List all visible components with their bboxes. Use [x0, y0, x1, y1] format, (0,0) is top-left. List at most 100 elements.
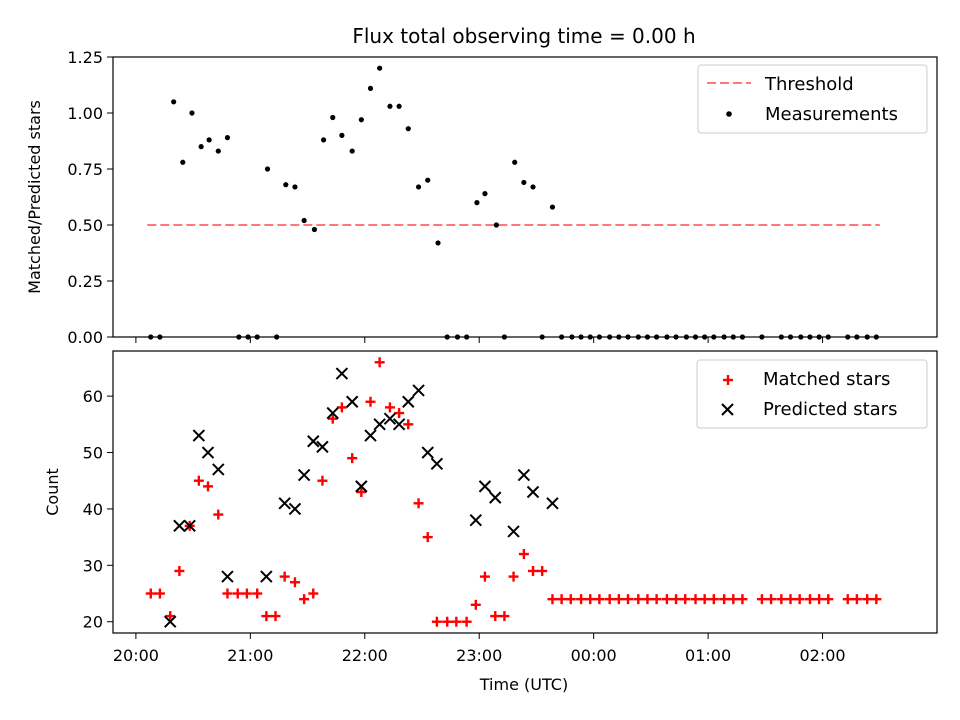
x-axis-label: Time (UTC) [479, 675, 568, 694]
measurement-point [521, 179, 527, 186]
measurement-point [482, 191, 488, 197]
matched-star-point [356, 487, 367, 497]
predicted-star-point [507, 525, 520, 538]
matched-star-point [671, 594, 682, 605]
matched-star-point [776, 594, 787, 605]
panel-count: 20 30 40 50 60 20:00 21:00 22:00 23:00 00:00 01:0… [43, 350, 938, 694]
matched-star-point [299, 594, 310, 605]
ratio-y-tick-label: 0.75 [67, 160, 103, 179]
measurement-point [549, 204, 556, 210]
matched-star-point [499, 611, 510, 622]
ratio-x-ticks [135, 337, 824, 343]
count-axes-frame [112, 350, 938, 634]
measurement-point [493, 222, 499, 228]
measurement-point [377, 65, 383, 71]
matched-star-point [547, 594, 558, 605]
predicted-star-point [192, 429, 206, 442]
matched-star-point [202, 481, 213, 492]
chart-title: Flux total observing time = 0.00 h [352, 24, 695, 48]
matched-star-point [308, 588, 319, 599]
matched-star-point [565, 594, 576, 605]
matched-star-point [690, 594, 701, 605]
measurement-point [189, 110, 195, 116]
matched-star-point [193, 475, 204, 486]
ratio-y-tick-label: 0.50 [67, 216, 103, 235]
count-y-tick-label: 40 [83, 500, 103, 519]
x-tick-label: 21:00 [227, 646, 273, 665]
count-y-tick-label: 30 [83, 556, 103, 575]
matched-star-point [804, 594, 815, 605]
measurement-point [224, 135, 231, 141]
legend-measurements-swatch [726, 111, 732, 117]
ratio-y-tick-label: 0.25 [67, 272, 103, 291]
matched-star-point [327, 413, 338, 424]
count-x-ticks: 20:00 21:00 22:00 23:00 00:00 01:00 02:00 [113, 633, 846, 665]
measurement-point [320, 137, 327, 143]
matched-star-point [642, 594, 653, 605]
legend-matched-swatch [723, 375, 733, 385]
measurement-point [367, 85, 374, 91]
predicted-star-point [430, 457, 444, 471]
matched-star-point [222, 588, 233, 599]
predicted-star-point [392, 418, 406, 431]
ratio-axes-frame [112, 56, 938, 338]
matched-star-point [165, 611, 176, 622]
matched-star-point [336, 402, 347, 413]
matched-star-point [862, 594, 873, 605]
predicted-star-point [526, 485, 540, 499]
matched-star-point [737, 594, 748, 605]
measurement-point [339, 132, 345, 138]
matched-star-point [699, 594, 710, 605]
predicted-star-point [221, 570, 234, 583]
matched-star-point [490, 611, 501, 622]
matched-star-point [252, 588, 263, 599]
predicted-star-point [412, 384, 425, 397]
legend-measurements-label: Measurements [765, 104, 898, 125]
matched-star-point [871, 594, 882, 605]
count-legend-box [696, 359, 928, 429]
matched-star-point [154, 588, 165, 599]
matched-star-point [479, 571, 490, 582]
predicted-star-point [355, 480, 368, 493]
x-tick-label: 01:00 [685, 646, 731, 665]
ratio-legend-box [697, 64, 928, 134]
predicted-star-point [364, 429, 377, 442]
matched-star-point [422, 532, 433, 543]
matched-star-point [794, 594, 805, 605]
matched-star-point [174, 565, 185, 576]
matched-star-point [261, 611, 272, 622]
matched-star-point [556, 594, 567, 605]
predicted-star-point [335, 367, 349, 380]
matched-star-point [851, 594, 862, 605]
predicted-star-point [373, 418, 386, 431]
matched-star-point [594, 594, 605, 605]
legend-predicted-label: Predicted stars [763, 399, 897, 420]
predicted-star-point [546, 497, 559, 510]
x-tick-label: 22:00 [342, 646, 388, 665]
matched-star-point [576, 594, 587, 605]
legend-threshold-label: Threshold [764, 74, 854, 95]
matched-star-point [442, 616, 453, 627]
measurement-point [387, 103, 393, 109]
matched-star-point [145, 588, 156, 599]
predicted-star-point [383, 412, 397, 425]
matched-star-point [431, 616, 442, 627]
measurement-point [396, 103, 402, 109]
ratio-y-ticks: 0.00 0.25 0.50 0.75 1.00 1.25 [67, 48, 113, 347]
matched-star-point [232, 588, 243, 599]
ratio-y-tick-label: 1.25 [67, 48, 103, 67]
ratio-y-axis-label: Matched/Predicted stars [25, 100, 44, 294]
x-tick-label: 20:00 [113, 646, 159, 665]
matched-star-point [719, 594, 730, 605]
matched-star-point [518, 549, 529, 560]
count-y-axis-label: Count [43, 468, 62, 516]
predicted-star-point [478, 480, 492, 493]
matched-star-point [537, 565, 548, 576]
measurement-point [405, 126, 411, 132]
predicted-star-point [517, 468, 531, 482]
matched-star-point [213, 509, 224, 520]
matched-star-point [528, 565, 539, 576]
predicted-star-point [326, 406, 339, 420]
matched-star-point [661, 594, 672, 605]
